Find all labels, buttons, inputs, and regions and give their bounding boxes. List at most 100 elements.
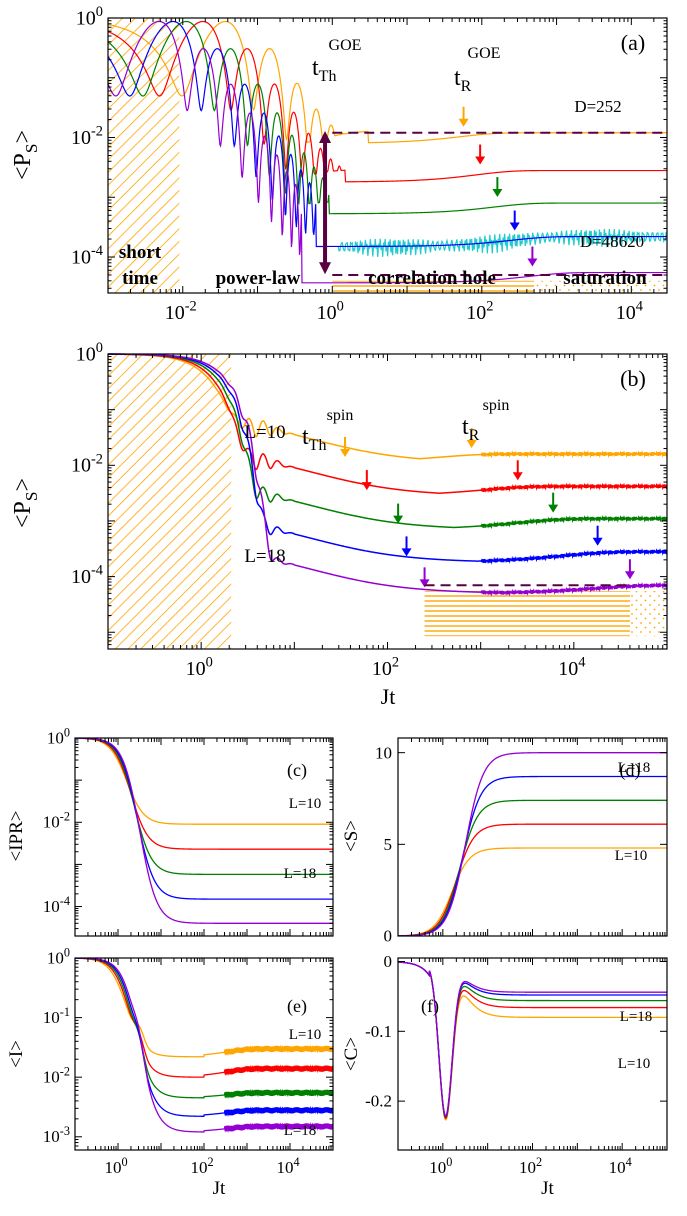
panel-label: (a) [621, 30, 645, 55]
tr-sup-label: spin [483, 397, 510, 414]
tr-label: tR [462, 414, 480, 444]
x-tick-label: 100 [104, 1155, 127, 1177]
y-tick-label: 10-2 [71, 451, 103, 476]
y-tick-label: 100 [47, 945, 70, 967]
tth-sup-label: GOE [329, 37, 362, 54]
region-saturation [629, 591, 667, 637]
system-size-label-top: L=10 [289, 796, 322, 812]
y-tick-label: -0.2 [365, 1092, 392, 1111]
y-tick-label: 10-2 [43, 1064, 70, 1086]
x-tick-label: 104 [276, 1155, 299, 1177]
series-line-noise [337, 228, 668, 257]
dimension-label-top: D=252 [574, 97, 621, 116]
tth-arrow [361, 482, 372, 491]
x-tick-label: 104 [616, 299, 643, 324]
panel-label: (e) [287, 996, 307, 1017]
region-correlation-hole [332, 280, 535, 293]
series-line-violet [107, 20, 667, 284]
dimension-label-bottom: D=48620 [580, 232, 644, 251]
y-tick-label: 10-1 [43, 1005, 70, 1027]
tr-sup-label: GOE [468, 45, 501, 62]
tth-sup-label: spin [327, 407, 354, 424]
series-line-red [74, 737, 333, 850]
y-tick-label: 0 [384, 952, 393, 971]
tr-arrow [475, 156, 486, 165]
series-line-violet [397, 961, 667, 1117]
y-axis-label: <IPR> [6, 810, 27, 861]
y-tick-label: 10-3 [43, 1124, 70, 1146]
panel-label: (c) [287, 760, 307, 781]
series-line-blue [107, 20, 667, 248]
tr-arrow [466, 439, 477, 448]
region-saturation [534, 280, 667, 293]
y-tick-label: 0 [384, 927, 393, 946]
system-size-label-top: L=18 [620, 1009, 653, 1025]
x-tick-label: 100 [317, 299, 344, 324]
panel-c: 10-4 10-2 100 <IPR> (c) L=10 L=18 [6, 725, 334, 937]
panel-f: 100 102 104 -0.2 -0.1 0 <C> Jt (f) L=18 L=10 [341, 952, 668, 1199]
system-size-label-bottom: L=18 [244, 546, 285, 567]
tr-arrow [458, 118, 469, 127]
region-label-time: time [122, 268, 158, 289]
y-axis-label: <PS> [10, 478, 41, 528]
series-line-blue [397, 775, 667, 937]
tr-arrow [509, 222, 520, 231]
series-line-orange [397, 847, 667, 937]
x-axis-label: Jt [541, 1178, 554, 1199]
series-line-blue [75, 737, 333, 900]
tr-arrow [548, 504, 559, 513]
tth-label: tTh [302, 424, 326, 454]
system-size-label-bottom: L=10 [618, 1056, 651, 1072]
region-label-short: short [119, 242, 162, 263]
tr-arrow [592, 537, 603, 546]
region-label-correlation-hole: correlation hole [368, 268, 496, 289]
y-tick-label: 10-2 [71, 124, 103, 149]
region-labels: short time power-law correlation hole satura… [119, 242, 647, 289]
series-line-green [75, 957, 334, 1100]
region-short-time [108, 354, 232, 649]
tr-arrow [624, 571, 635, 580]
x-tick-label: 100 [429, 1155, 452, 1177]
system-size-label-bottom: L=18 [284, 866, 317, 882]
series-line-green [107, 353, 668, 530]
region-label-power-law: power-law [216, 268, 301, 289]
x-tick-label: 100 [186, 655, 213, 680]
tr-arrow [492, 189, 503, 198]
y-tick-label: 10-4 [71, 243, 103, 268]
x-tick-label: 102 [372, 655, 399, 680]
series-line-green [75, 737, 333, 876]
y-axis-label: <S> [341, 820, 362, 852]
series-line-blue [74, 957, 334, 1117]
system-size-label-top: L=10 [289, 1027, 322, 1043]
y-axis-label: <I> [6, 1040, 27, 1068]
y-axis-label: <C> [341, 1037, 362, 1071]
tth-arrow [419, 579, 430, 588]
y-tick-label: 100 [76, 340, 103, 365]
series-line-violet [398, 752, 667, 937]
tth-label: tTh [312, 55, 336, 85]
series-line-violet [74, 957, 334, 1133]
system-size-label-bottom: L=18 [284, 1123, 317, 1139]
y-tick-label: -0.1 [365, 1022, 392, 1041]
tth-arrow [393, 515, 404, 524]
region-label-saturation: saturation [563, 268, 647, 289]
panel-label: (f) [421, 996, 439, 1017]
y-tick-label: 5 [384, 835, 393, 854]
series-line-red [74, 957, 334, 1078]
series-line-blue [108, 353, 668, 565]
series-line-violet [108, 353, 668, 597]
series-line-violet [75, 737, 333, 924]
y-tick-label: 10 [375, 743, 392, 762]
x-tick-label: 102 [466, 299, 493, 324]
tr-arrow [512, 472, 523, 481]
tr-arrow [527, 258, 538, 267]
y-tick-label: 100 [47, 725, 70, 747]
series-line-orange [108, 353, 668, 460]
tr-label: tR [454, 65, 472, 95]
y-axis-label: <PS> [10, 130, 41, 180]
y-tick-label: 10-2 [43, 810, 70, 832]
panel-d: 0 5 10 <S> (d)L=18 L=10 [341, 737, 668, 946]
x-tick-label: 104 [609, 1155, 632, 1177]
series-line-red [107, 353, 668, 494]
